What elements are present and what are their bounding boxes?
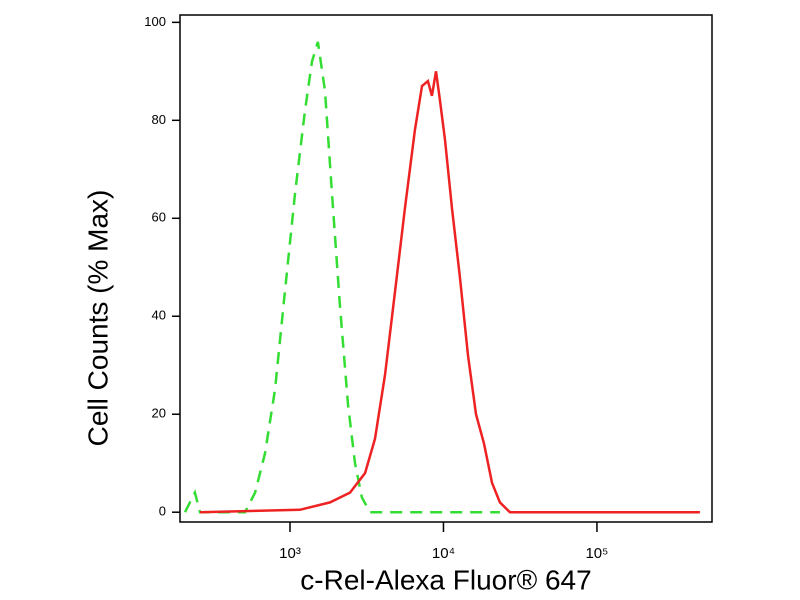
- y-tick-label: 20: [152, 406, 166, 421]
- y-tick-label: 100: [144, 14, 166, 29]
- x-tick-label: 10⁵: [585, 545, 608, 562]
- series-line: [199, 71, 700, 514]
- plot-frame: [179, 14, 713, 523]
- y-tick-label: 60: [152, 210, 166, 225]
- x-tick-label: 10⁴: [432, 545, 455, 562]
- x-axis-title: c-Rel-Alexa Fluor® 647: [300, 564, 591, 595]
- y-tick-label: 80: [152, 112, 166, 127]
- y-tick-label: 0: [159, 504, 166, 519]
- x-tick-label: 10³: [279, 545, 301, 562]
- series-line: [183, 41, 500, 514]
- y-axis-title: Cell Counts (% Max): [82, 190, 113, 447]
- y-tick-label: 40: [152, 308, 166, 323]
